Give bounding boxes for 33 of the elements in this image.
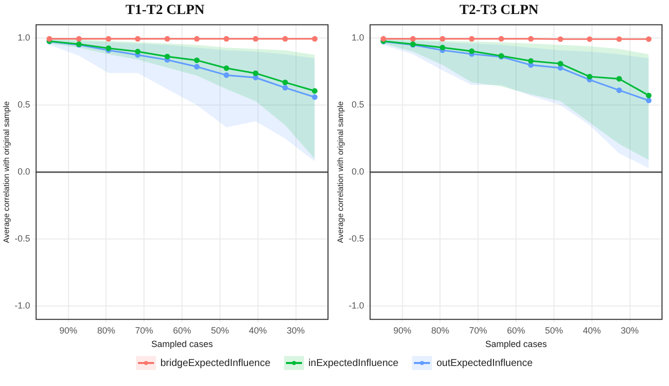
- y-tick-label: -1.0: [348, 300, 364, 310]
- y-tick-label: 1.0: [352, 32, 364, 43]
- x-tick-label: 50%: [544, 325, 563, 336]
- y-tick-label: -1.0: [14, 300, 30, 310]
- x-axis-title: Sampled cases: [151, 339, 214, 350]
- y-tick-label: 1.0: [18, 32, 30, 43]
- x-tick-label: 40%: [582, 325, 601, 336]
- chart-title: T2-T3 CLPN: [460, 3, 538, 18]
- x-tick-label: 60%: [507, 325, 526, 336]
- x-tick-label: 30%: [620, 325, 639, 336]
- legend-label: inExpectedInfluence: [308, 358, 398, 368]
- y-tick-label: 0.5: [18, 100, 30, 110]
- x-tick-label: 30%: [286, 325, 305, 336]
- x-tick-label: 70%: [469, 325, 488, 336]
- x-tick-label: 70%: [135, 325, 154, 336]
- x-tick-label: 90%: [59, 325, 78, 336]
- y-axis-title: Average correlation with original sample: [2, 100, 12, 243]
- chart-title: T1-T2 CLPN: [126, 3, 204, 18]
- y-tick-label: -0.5: [14, 234, 30, 244]
- x-tick-label: 60%: [173, 325, 192, 336]
- x-tick-label: 80%: [97, 325, 116, 336]
- x-tick-label: 90%: [393, 325, 412, 336]
- legend-label: outExpectedInfluence: [436, 358, 533, 368]
- x-tick-label: 50%: [210, 325, 229, 336]
- y-tick-label: 0.0: [352, 166, 364, 177]
- y-tick-label: 0.5: [352, 100, 364, 110]
- x-tick-label: 40%: [248, 325, 267, 336]
- y-tick-label: 0.0: [18, 166, 30, 177]
- x-axis-title: Sampled cases: [485, 339, 548, 350]
- y-tick-label: -0.5: [348, 234, 364, 244]
- x-tick-label: 80%: [431, 325, 450, 336]
- legend-label: bridgeExpectedInfluence: [160, 358, 270, 368]
- y-axis-title: Average correlation with original sample: [336, 100, 346, 243]
